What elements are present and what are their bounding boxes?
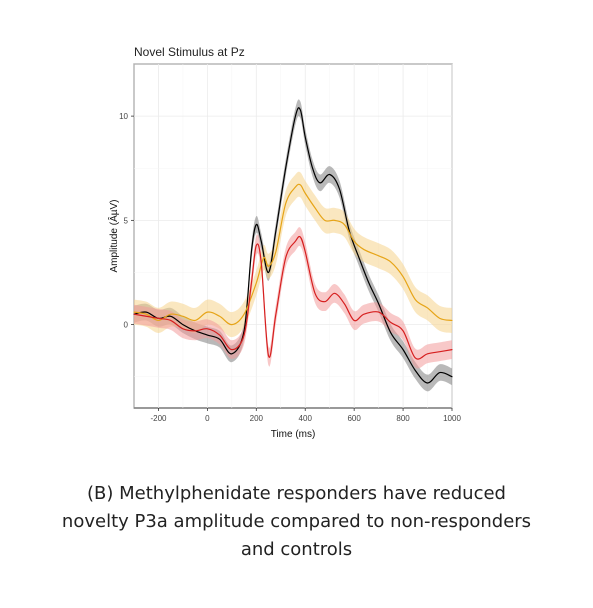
- x-tick-label: 600: [347, 414, 361, 423]
- caption-line-3: and controls: [240, 539, 353, 560]
- x-tick-label: 0: [205, 414, 210, 423]
- x-tick-label: 400: [299, 414, 313, 423]
- x-axis-label: Time (ms): [271, 429, 316, 440]
- y-tick-label: 0: [124, 321, 129, 330]
- x-tick-label: -200: [150, 414, 167, 423]
- series-3-confidence-band: [134, 227, 452, 369]
- axis-ticks: -200 0 200 400 600 800 1000 0 5 10: [119, 112, 461, 423]
- series-1-line: [133, 107, 453, 384]
- x-tick-label: 1000: [443, 414, 461, 423]
- x-tick-label: 200: [250, 414, 264, 423]
- x-tick-label: 800: [396, 414, 410, 423]
- y-axis-label: Amplitude (ÂµV): [107, 199, 120, 272]
- series-2-line: [133, 183, 453, 326]
- confidence-bands: [134, 99, 452, 392]
- caption-line-2: novelty P3a amplitude compared to non-re…: [61, 511, 532, 532]
- erp-chart: Novel Stimulus at Pz -200 0 200 400 600 800 10…: [107, 45, 461, 440]
- series-3-line: [133, 235, 453, 360]
- y-tick-label: 10: [119, 112, 128, 121]
- y-tick-label: 5: [124, 216, 129, 225]
- caption-line-1: (B) Methylphenidate responders have redu…: [87, 483, 506, 504]
- series-lines: [133, 107, 453, 384]
- figure-caption: (B) Methylphenidate responders have redu…: [0, 480, 593, 564]
- chart-title: Novel Stimulus at Pz: [134, 45, 245, 59]
